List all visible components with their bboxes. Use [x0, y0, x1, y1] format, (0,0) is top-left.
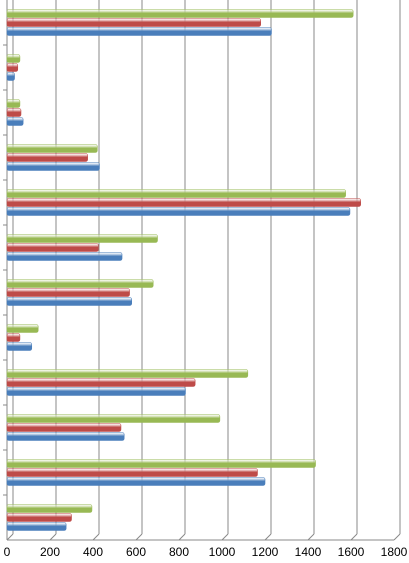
x-tick-label: 1600 — [338, 545, 365, 559]
x-tick-label: 1200 — [252, 545, 279, 559]
bar — [6, 279, 154, 288]
bar — [6, 234, 158, 243]
bar — [6, 9, 354, 18]
bar — [6, 54, 21, 63]
bar — [6, 468, 258, 477]
floor-line — [307, 533, 315, 541]
floor-line — [49, 533, 57, 541]
x-tick-label: 400 — [83, 545, 103, 559]
bar — [6, 342, 33, 351]
bar — [6, 117, 24, 126]
floor-line — [6, 533, 14, 541]
floor-line — [92, 533, 100, 541]
bar — [6, 432, 125, 441]
bar — [6, 297, 132, 306]
bar — [6, 99, 21, 108]
bar — [6, 333, 21, 342]
floor-line — [221, 533, 229, 541]
floor-line — [393, 533, 401, 541]
x-tick-label: 600 — [126, 545, 146, 559]
x-tick-label: 1400 — [295, 545, 322, 559]
x-tick-label: 1000 — [209, 545, 236, 559]
bar — [6, 162, 100, 171]
bar — [6, 153, 88, 162]
floor-line — [264, 533, 272, 541]
x-tick-label: 800 — [169, 545, 189, 559]
bar — [6, 513, 72, 522]
bar — [6, 369, 249, 378]
bar — [6, 423, 122, 432]
bar — [6, 459, 316, 468]
bar — [6, 189, 346, 198]
bar — [6, 504, 93, 513]
x-tick-label: 0 — [4, 545, 11, 559]
bar — [6, 72, 15, 81]
bar — [6, 198, 361, 207]
bar — [6, 387, 186, 396]
bar — [6, 477, 266, 486]
bar — [6, 207, 351, 216]
bar — [6, 18, 261, 27]
bar — [6, 63, 19, 72]
bar — [6, 144, 98, 153]
bar — [6, 378, 196, 387]
bar — [6, 27, 272, 36]
floor-line — [350, 533, 358, 541]
x-tick-label: 1800 — [381, 545, 408, 559]
bar — [6, 414, 221, 423]
x-tick-label: 200 — [40, 545, 60, 559]
bar — [6, 252, 123, 261]
bar — [6, 288, 130, 297]
bar — [6, 522, 67, 531]
bar — [6, 243, 99, 252]
bar — [6, 324, 39, 333]
floor-line — [135, 533, 143, 541]
floor-line — [178, 533, 186, 541]
bar — [6, 108, 22, 117]
